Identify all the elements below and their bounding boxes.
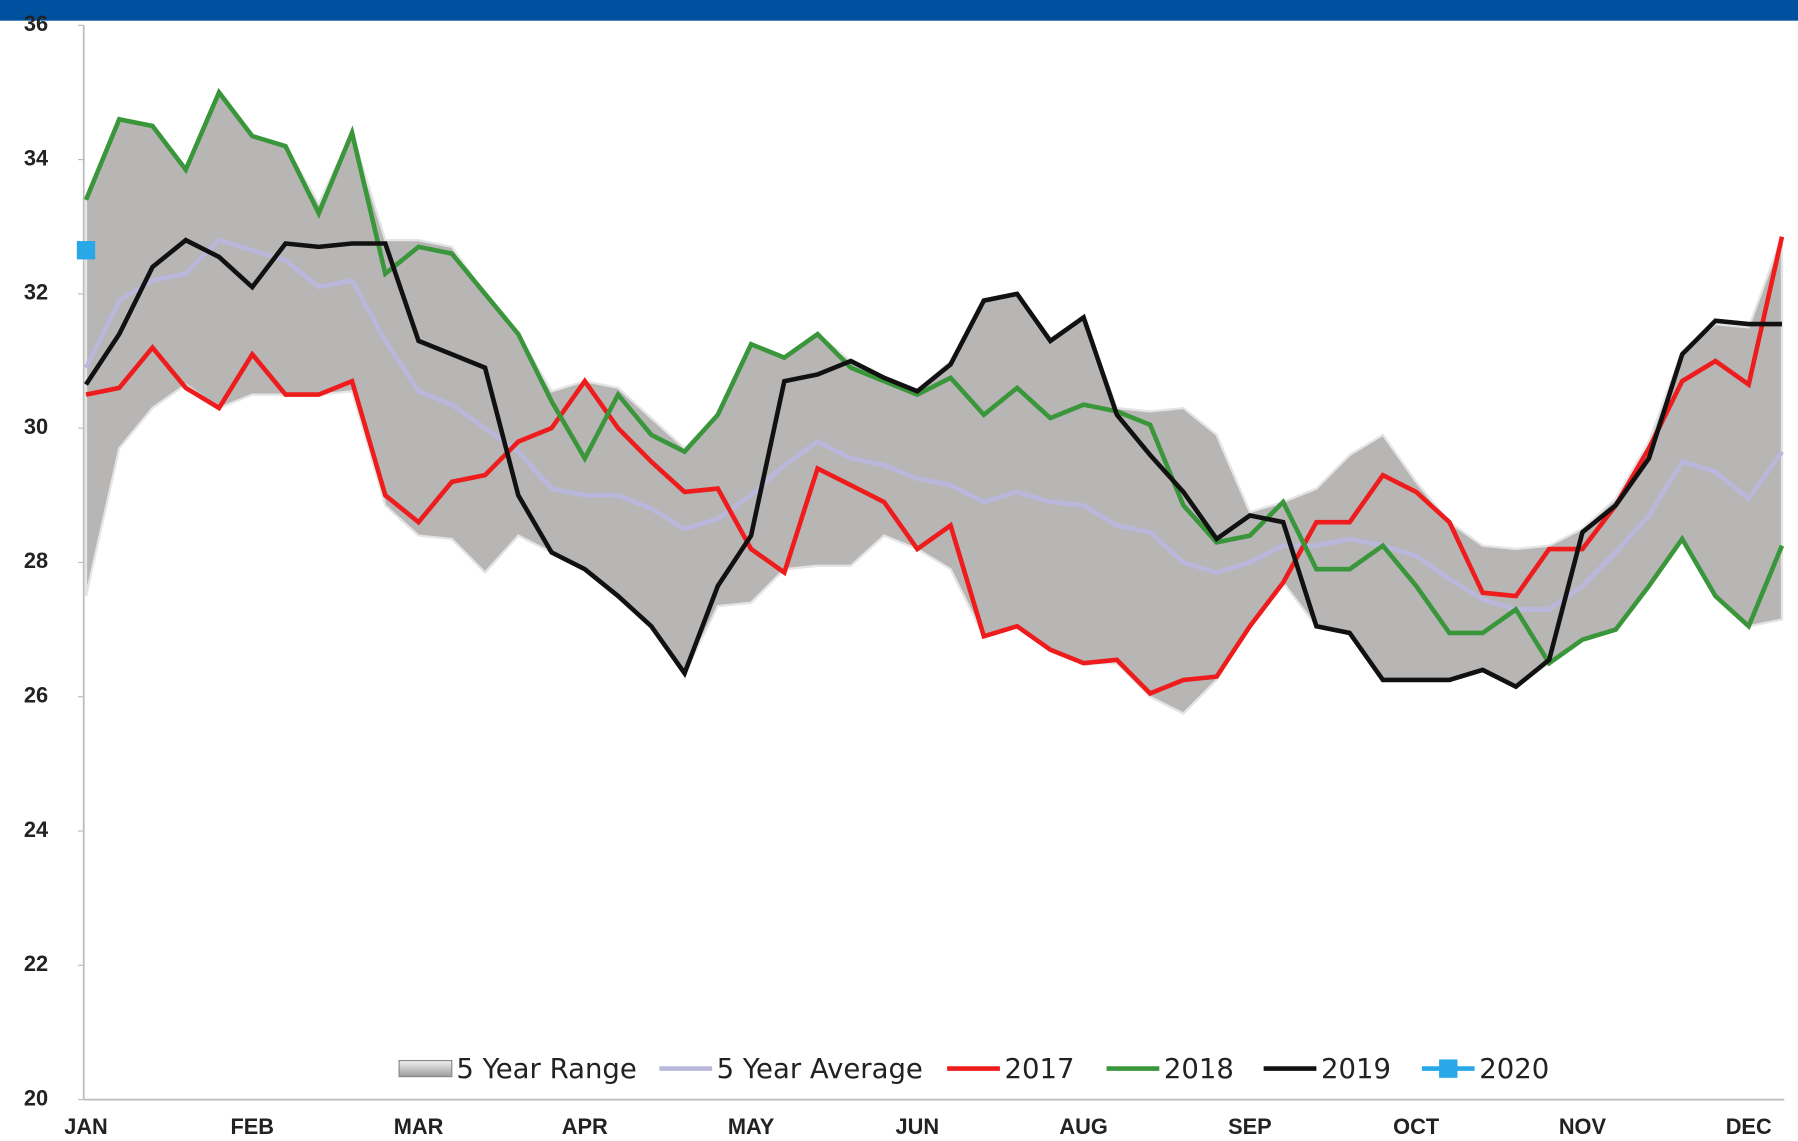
header-bar	[0, 0, 1798, 21]
x-tick-label: OCT	[1393, 1114, 1440, 1139]
x-tick-label: DEC	[1726, 1114, 1772, 1139]
x-tick-label: NOV	[1559, 1114, 1607, 1139]
y-tick-label: 24	[24, 817, 48, 842]
y-tick-label: 22	[24, 951, 48, 976]
legend-label: 5 Year Range	[456, 1053, 636, 1085]
x-tick-label: SEP	[1228, 1114, 1272, 1139]
y-tick-label: 30	[24, 414, 48, 439]
y-tick-label: 34	[24, 145, 48, 170]
y-tick-label: 32	[24, 280, 48, 305]
legend-label: 2018	[1164, 1053, 1234, 1085]
y-tick-label: 26	[24, 683, 48, 708]
x-tick-label: FEB	[230, 1114, 274, 1139]
series-marker	[76, 241, 96, 260]
series-line	[83, 87, 1785, 667]
legend-marker	[1439, 1059, 1458, 1078]
series-line	[85, 236, 1785, 697]
legend-label: 5 Year Average	[717, 1053, 923, 1085]
x-tick-label: JUN	[896, 1114, 940, 1139]
x-tick-label: MAY	[728, 1114, 775, 1139]
y-tick-label: 36	[24, 11, 48, 36]
y-tick-label: 28	[24, 548, 48, 573]
series-line	[83, 237, 1784, 612]
legend-label: 2017	[1004, 1053, 1074, 1085]
range-band	[84, 90, 1784, 715]
legend-swatch	[398, 1059, 453, 1078]
x-tick-label: MAR	[394, 1114, 444, 1139]
legend-label: 2020	[1479, 1053, 1549, 1085]
x-tick-label: JAN	[64, 1114, 108, 1139]
x-tick-label: AUG	[1059, 1114, 1107, 1139]
x-tick-label: APR	[562, 1114, 608, 1139]
legend-label: 2019	[1321, 1053, 1391, 1085]
y-tick-label: 20	[24, 1085, 48, 1110]
series-line	[84, 237, 1782, 690]
